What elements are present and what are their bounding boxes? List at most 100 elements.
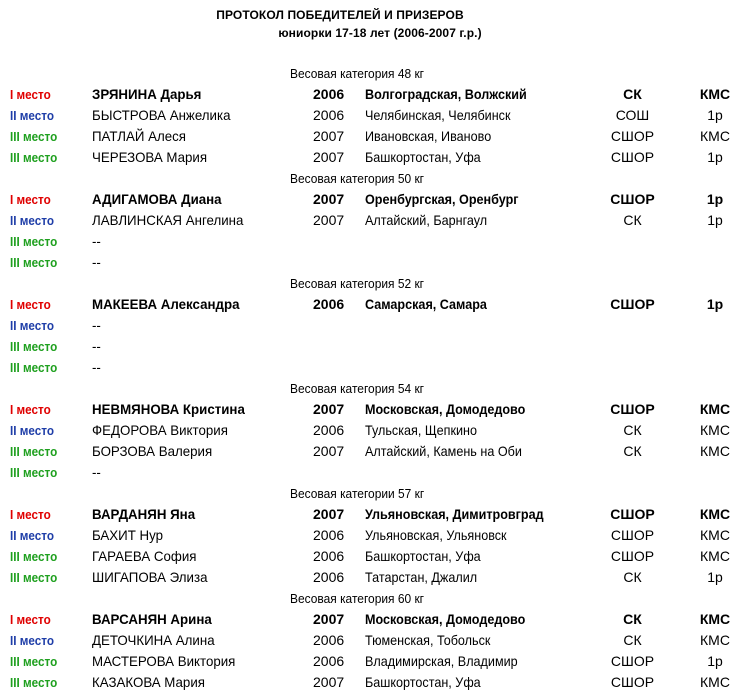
result-row: I место АДИГАМОВА Диана 2007 Оренбургская, …: [0, 189, 750, 210]
place-label: I место: [10, 87, 51, 102]
birth-year: 2007: [313, 506, 345, 522]
result-row: II место ФЕДОРОВА Виктория 2006 Тульская, Щ…: [0, 420, 750, 441]
region-city: Тюменская, Тобольск: [365, 632, 491, 648]
region-city: Татарстан, Джалил: [365, 569, 478, 585]
place-label: II место: [10, 633, 55, 648]
athlete-name: --: [92, 233, 101, 249]
region-city: Башкортостан, Уфа: [365, 548, 481, 564]
region-city: Алтайский, Барнгаул: [365, 212, 488, 228]
sport-school: СШОР: [610, 653, 655, 669]
athlete-name: ЗРЯНИНА Дарья: [92, 86, 202, 102]
result-row: III место ПАТЛАЙ Алеся 2007 Ивановская, Ива…: [0, 126, 750, 147]
region-city: Ивановская, Иваново: [365, 128, 492, 144]
place-label: III место: [10, 570, 58, 585]
sport-rank: 1р: [706, 296, 724, 312]
result-row: I место НЕВМЯНОВА Кристина 2007 Московская,…: [0, 399, 750, 420]
sport-school: СШОР: [610, 296, 655, 312]
sport-rank: КМС: [700, 443, 730, 459]
birth-year: 2007: [313, 674, 345, 690]
athlete-name: БЫСТРОВА Анжелика: [92, 107, 231, 123]
birth-year: 2007: [313, 149, 345, 165]
sport-school: СШОР: [610, 128, 655, 144]
place-label: III место: [10, 339, 58, 354]
weight-category-heading: Весовая категория 48 кг: [0, 63, 750, 84]
weight-category-heading: Весовая категория 50 кг: [0, 168, 750, 189]
place-label: I место: [10, 192, 51, 207]
result-row: III место ШИГАПОВА Элиза 2006 Татарстан, Дж…: [0, 567, 750, 588]
weight-category-heading: Весовая категория 54 кг: [0, 378, 750, 399]
sport-school: СШОР: [610, 401, 655, 417]
athlete-name: МАКЕЕВА Александра: [92, 296, 240, 312]
results-list: Весовая категория 48 кг I место ЗРЯНИНА Да…: [0, 63, 750, 693]
place-label: II место: [10, 108, 55, 123]
place-label: II место: [10, 318, 55, 333]
result-row: III место ГАРАЕВА София 2006 Башкортостан, …: [0, 546, 750, 567]
birth-year: 2006: [313, 296, 345, 312]
weight-category-label: Весовая категория 54 кг: [290, 381, 425, 396]
place-label: III место: [10, 360, 58, 375]
sport-rank: КМС: [699, 611, 731, 627]
athlete-name: ЛАВЛИНСКАЯ Ангелина: [92, 212, 244, 228]
athlete-name: ДЕТОЧКИНА Алина: [92, 632, 215, 648]
place-label: III место: [10, 549, 58, 564]
region-city: Московская, Домодедово: [365, 401, 526, 417]
result-row: II место ДЕТОЧКИНА Алина 2006 Тюменская, То…: [0, 630, 750, 651]
athlete-name: --: [92, 338, 101, 354]
sport-school: СК: [623, 86, 642, 102]
weight-category-heading: Весовая категория 60 кг: [0, 588, 750, 609]
birth-year: 2006: [313, 86, 345, 102]
place-label: I место: [10, 297, 51, 312]
place-label: III место: [10, 654, 58, 669]
birth-year: 2006: [313, 632, 345, 648]
place-label: III место: [10, 675, 58, 690]
result-row: III место --: [0, 336, 750, 357]
place-label: II место: [10, 423, 55, 438]
sport-rank: 1р: [707, 149, 723, 165]
athlete-name: ФЕДОРОВА Виктория: [92, 422, 228, 438]
weight-category-label: Весовая категория 60 кг: [290, 591, 425, 606]
sport-rank: 1р: [707, 653, 723, 669]
result-row: II место --: [0, 315, 750, 336]
athlete-name: КАЗАКОВА Мария: [92, 674, 205, 690]
athlete-name: --: [92, 254, 101, 270]
athlete-name: АДИГАМОВА Диана: [92, 191, 222, 207]
place-label: III место: [10, 234, 58, 249]
region-city: Владимирская, Владимир: [365, 653, 518, 669]
birth-year: 2006: [313, 548, 345, 564]
place-label: III место: [10, 444, 58, 459]
athlete-name: МАСТЕРОВА Виктория: [92, 653, 236, 669]
athlete-name: --: [92, 464, 101, 480]
place-label: III место: [10, 150, 58, 165]
sport-rank: КМС: [700, 128, 730, 144]
region-city: Челябинская, Челябинск: [365, 107, 511, 123]
sport-school: СК: [623, 569, 642, 585]
sport-school: СШОР: [610, 548, 655, 564]
place-label: III место: [10, 255, 58, 270]
sport-rank: КМС: [700, 422, 730, 438]
athlete-name: ВАРДАНЯН Яна: [92, 506, 196, 522]
birth-year: 2006: [313, 422, 345, 438]
result-row: I место МАКЕЕВА Александра 2006 Самарская, …: [0, 294, 750, 315]
birth-year: 2007: [313, 443, 345, 459]
weight-category-label: Весовая категории 57 кг: [290, 486, 425, 501]
sport-rank: КМС: [700, 632, 730, 648]
birth-year: 2006: [313, 527, 345, 543]
result-row: I место ЗРЯНИНА Дарья 2006 Волгоградская, В…: [0, 84, 750, 105]
result-row: III место --: [0, 231, 750, 252]
place-label: II место: [10, 528, 55, 543]
result-row: III место БОРЗОВА Валерия 2007 Алтайский, К…: [0, 441, 750, 462]
sport-rank: 1р: [706, 191, 724, 207]
sport-school: СШОР: [610, 674, 655, 690]
result-row: I место ВАРСАНЯН Арина 2007 Московская, Дом…: [0, 609, 750, 630]
sport-school: СОШ: [615, 107, 650, 123]
birth-year: 2007: [313, 191, 345, 207]
place-label: I место: [10, 402, 51, 417]
result-row: I место ВАРДАНЯН Яна 2007 Ульяновская, Дими…: [0, 504, 750, 525]
sport-rank: 1р: [707, 212, 723, 228]
athlete-name: ШИГАПОВА Элиза: [92, 569, 208, 585]
birth-year: 2006: [313, 107, 345, 123]
sport-rank: КМС: [699, 506, 731, 522]
place-label: III место: [10, 465, 58, 480]
sport-rank: КМС: [700, 527, 730, 543]
result-row: III место МАСТЕРОВА Виктория 2006 Владимирс…: [0, 651, 750, 672]
